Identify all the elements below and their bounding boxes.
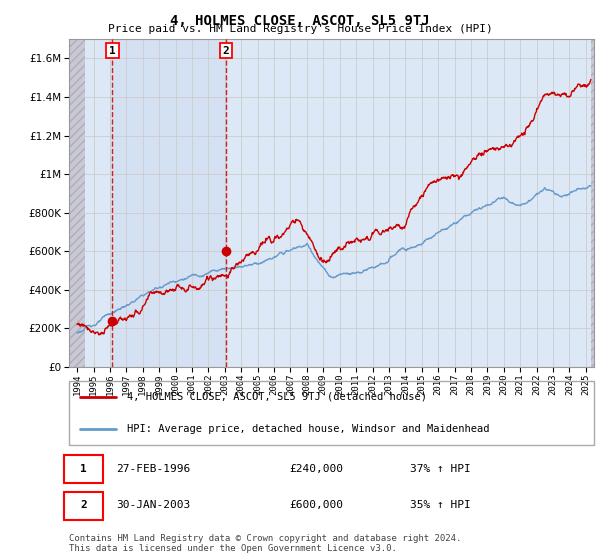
- Text: 35% ↑ HPI: 35% ↑ HPI: [410, 501, 471, 510]
- Text: 2: 2: [223, 46, 230, 55]
- Bar: [591, 39, 594, 367]
- Text: 4, HOLMES CLOSE, ASCOT, SL5 9TJ (detached house): 4, HOLMES CLOSE, ASCOT, SL5 9TJ (detache…: [127, 392, 427, 402]
- Text: 37% ↑ HPI: 37% ↑ HPI: [410, 464, 471, 474]
- Text: £600,000: £600,000: [290, 501, 343, 510]
- Text: 4, HOLMES CLOSE, ASCOT, SL5 9TJ: 4, HOLMES CLOSE, ASCOT, SL5 9TJ: [170, 14, 430, 28]
- Text: Price paid vs. HM Land Registry's House Price Index (HPI): Price paid vs. HM Land Registry's House …: [107, 24, 493, 34]
- Text: 2: 2: [80, 501, 87, 510]
- Bar: [112, 39, 226, 367]
- Text: £240,000: £240,000: [290, 464, 343, 474]
- Text: HPI: Average price, detached house, Windsor and Maidenhead: HPI: Average price, detached house, Wind…: [127, 424, 489, 434]
- Text: 30-JAN-2003: 30-JAN-2003: [116, 501, 191, 510]
- Text: Contains HM Land Registry data © Crown copyright and database right 2024.
This d: Contains HM Land Registry data © Crown c…: [69, 534, 461, 553]
- Text: 1: 1: [109, 46, 116, 55]
- Text: 1: 1: [80, 464, 87, 474]
- Text: 27-FEB-1996: 27-FEB-1996: [116, 464, 191, 474]
- Bar: [69, 39, 85, 367]
